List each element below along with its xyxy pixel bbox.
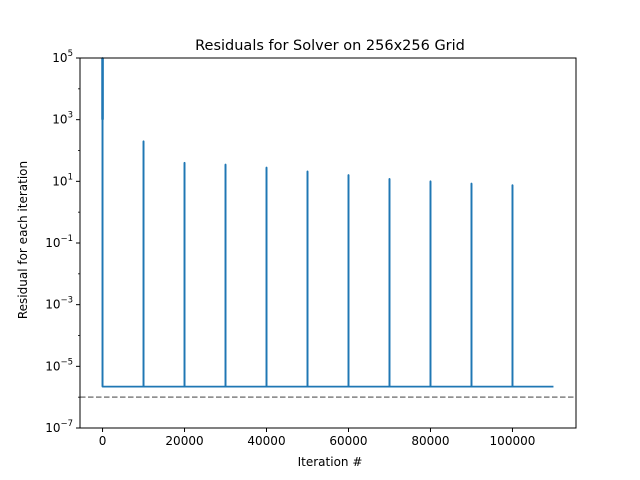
plot-area: 0 20000 40000 60000 80000 100000 10−7 10−5 10−3 1… bbox=[45, 49, 577, 448]
x-tick-label-5: 100000 bbox=[490, 434, 536, 448]
chart-title: Residuals for Solver on 256x256 Grid bbox=[195, 38, 465, 54]
y-tick-label-5: 103 bbox=[52, 111, 73, 127]
y-tick-label-0: 10−7 bbox=[45, 419, 73, 435]
y-tick-label-3: 10−1 bbox=[45, 234, 73, 250]
y-tick-label-4: 101 bbox=[52, 172, 73, 188]
x-tick-label-3: 60000 bbox=[329, 434, 367, 448]
y-tick-label-6: 105 bbox=[52, 49, 73, 65]
y-axis-label: Residual for each iteration bbox=[16, 161, 30, 319]
x-tick-label-4: 80000 bbox=[411, 434, 449, 448]
x-tick-label-0: 0 bbox=[99, 434, 107, 448]
y-tick-label-2: 10−3 bbox=[45, 296, 73, 312]
x-tick-label-2: 40000 bbox=[247, 434, 285, 448]
y-tick-label-1: 10−5 bbox=[45, 357, 73, 373]
x-tick-label-1: 20000 bbox=[165, 434, 203, 448]
x-axis-label: Iteration # bbox=[298, 455, 363, 469]
